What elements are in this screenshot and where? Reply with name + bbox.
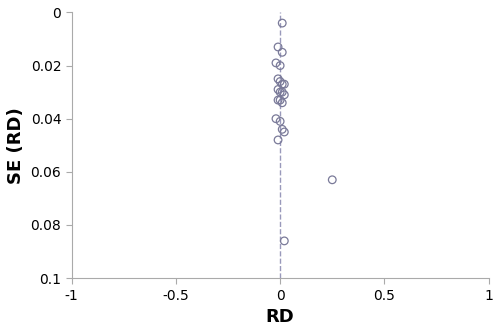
Point [278,82,286,87]
Point [276,63,284,68]
Point [280,92,288,98]
Point [272,116,280,121]
Point [278,100,286,106]
Point [278,20,286,26]
Point [278,90,286,95]
Point [272,60,280,66]
Point [278,127,286,132]
Point [276,119,284,124]
Point [274,137,282,143]
Point [276,90,284,95]
Point [276,98,284,103]
Point [274,76,282,82]
Point [328,177,336,182]
Point [280,129,288,135]
Point [276,79,284,84]
Point [278,50,286,55]
Point [274,87,282,92]
Point [280,82,288,87]
Point [274,98,282,103]
Point [274,44,282,50]
Point [280,238,288,243]
X-axis label: RD: RD [266,308,294,326]
Y-axis label: SE (RD): SE (RD) [7,107,25,183]
